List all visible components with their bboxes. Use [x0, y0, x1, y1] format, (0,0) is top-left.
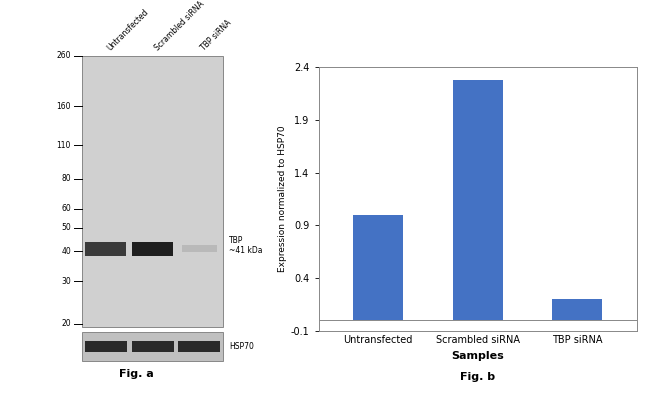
Text: TBP
~41 kDa: TBP ~41 kDa: [229, 236, 263, 255]
Bar: [82, 332, 223, 361]
Text: 110: 110: [57, 141, 71, 150]
Bar: [131, 340, 174, 352]
Bar: [182, 245, 217, 252]
Bar: [84, 340, 127, 352]
Text: TBP siRNA: TBP siRNA: [200, 18, 234, 52]
Text: Fig. a: Fig. a: [119, 369, 154, 379]
Text: Scrambled siRNA: Scrambled siRNA: [153, 0, 205, 52]
Bar: [552, 299, 602, 320]
Text: 20: 20: [61, 319, 71, 328]
Text: Untransfected: Untransfected: [106, 7, 151, 52]
Bar: [354, 215, 403, 320]
Bar: [179, 340, 220, 352]
X-axis label: Samples: Samples: [451, 351, 504, 361]
Text: 80: 80: [61, 174, 71, 183]
Text: HSP70: HSP70: [229, 342, 254, 351]
Text: Fig. b: Fig. b: [460, 372, 495, 382]
Text: 60: 60: [61, 204, 71, 214]
Text: 160: 160: [57, 102, 71, 111]
Y-axis label: Expression normalized to HSP70: Expression normalized to HSP70: [278, 126, 287, 272]
Text: 260: 260: [57, 51, 71, 60]
Text: 40: 40: [61, 247, 71, 256]
Text: 50: 50: [61, 223, 71, 232]
Bar: [85, 242, 126, 256]
Bar: [132, 242, 173, 256]
Bar: [82, 56, 223, 327]
Bar: [453, 80, 502, 320]
Text: 30: 30: [61, 277, 71, 286]
